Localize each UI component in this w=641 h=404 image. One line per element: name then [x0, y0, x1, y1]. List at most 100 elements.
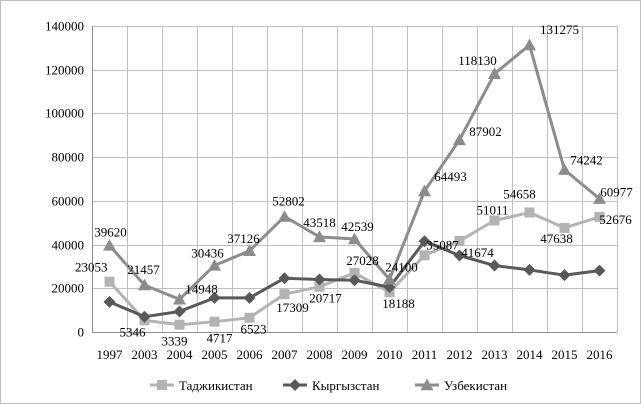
- data-point: [138, 310, 151, 323]
- series-3: [103, 38, 606, 305]
- legend-item: Таджикистан: [150, 378, 253, 393]
- x-tick-label: 2012: [447, 347, 473, 362]
- x-tick-label: 1997: [97, 347, 124, 362]
- y-axis-ticks: 0 20000 40000 60000 80000 100000 120000 140000: [45, 19, 84, 340]
- data-point: [173, 305, 186, 318]
- data-point: [593, 264, 606, 277]
- y-tick-label: 40000: [52, 238, 85, 253]
- data-point: [593, 192, 606, 204]
- x-tick-label: 2015: [552, 347, 578, 362]
- legend-item: Узбекистан: [415, 378, 507, 393]
- data-point: [208, 258, 221, 271]
- y-tick-label: 20000: [52, 281, 85, 296]
- data-point: [559, 222, 570, 233]
- data-label: 14948: [185, 281, 218, 296]
- x-tick-label: 2009: [342, 347, 368, 362]
- data-point: [453, 133, 466, 146]
- data-point: [523, 38, 536, 51]
- y-tick-label: 60000: [52, 194, 85, 209]
- data-point: [454, 235, 465, 246]
- data-point: [489, 215, 500, 226]
- data-label: 24100: [385, 259, 418, 274]
- data-label: 74242: [570, 153, 603, 168]
- data-label: 60977: [600, 185, 633, 200]
- legend-label: Узбекистан: [444, 378, 507, 393]
- x-tick-label: 2011: [412, 347, 438, 362]
- data-label: 37126: [227, 231, 260, 246]
- data-label: 54658: [503, 187, 536, 202]
- series-lines: [103, 38, 606, 330]
- data-label: 3339: [162, 334, 188, 349]
- data-label: 42539: [341, 219, 374, 234]
- data-point: [488, 67, 501, 80]
- data-point: [594, 211, 605, 222]
- data-label: 17309: [276, 300, 309, 315]
- data-point: [104, 276, 115, 287]
- data-label: 21457: [127, 262, 160, 277]
- x-tick-label: 2013: [482, 347, 508, 362]
- data-point: [523, 263, 536, 276]
- data-label: 131275: [540, 22, 579, 37]
- legend-marker: [157, 380, 167, 390]
- x-tick-label: 2004: [167, 347, 194, 362]
- data-label: 41674: [461, 245, 494, 260]
- x-tick-label: 2014: [517, 347, 544, 362]
- data-label: 43518: [303, 215, 336, 230]
- y-tick-label: 120000: [45, 63, 84, 78]
- data-label: 23053: [75, 260, 108, 275]
- data-point: [348, 274, 361, 287]
- data-point: [313, 273, 326, 286]
- data-point: [279, 289, 290, 300]
- x-tick-label: 2007: [272, 347, 299, 362]
- data-point: [138, 278, 151, 291]
- data-point: [349, 267, 360, 278]
- data-point: [278, 210, 291, 222]
- legend: Таджикистан Кыргызстан Узбекистан: [150, 378, 507, 393]
- data-label: 52802: [272, 194, 305, 209]
- x-axis-ticks: 1997 2003 2004 2005 2006 2007 2008 2009 2010 2011…: [97, 347, 614, 362]
- x-tick-label: 2016: [587, 347, 614, 362]
- data-label: 39620: [94, 224, 127, 239]
- data-label: 6523: [241, 322, 267, 337]
- data-point: [278, 272, 291, 285]
- data-label: 51011: [476, 203, 508, 218]
- legend-label: Таджикистан: [179, 378, 253, 393]
- data-label: 20717: [309, 291, 342, 306]
- series-2: [103, 235, 606, 323]
- data-point: [453, 249, 466, 262]
- legend-marker: [420, 378, 434, 391]
- y-tick-label: 100000: [45, 106, 84, 121]
- x-tick-label: 2005: [202, 347, 228, 362]
- data-label: 118130: [458, 53, 497, 68]
- legend-marker: [289, 379, 301, 391]
- data-label: 87902: [469, 124, 502, 139]
- data-point: [418, 235, 431, 248]
- data-point: [103, 238, 116, 251]
- data-label: 27028: [346, 253, 379, 268]
- x-tick-label: 2006: [237, 347, 264, 362]
- legend-label: Кыргызстан: [312, 378, 379, 393]
- gridlines: [92, 26, 618, 333]
- data-point: [418, 184, 431, 197]
- data-label: 30436: [191, 245, 224, 260]
- x-tick-label: 2003: [132, 347, 158, 362]
- x-tick-label: 2008: [307, 347, 333, 362]
- data-point: [524, 207, 535, 218]
- y-tick-label: 80000: [52, 150, 85, 165]
- data-point: [314, 281, 325, 292]
- data-label: 52676: [599, 212, 632, 227]
- data-point: [488, 259, 501, 272]
- data-label: 4717: [207, 331, 234, 346]
- x-tick-label: 2010: [377, 347, 403, 362]
- data-point: [348, 232, 361, 245]
- data-point: [558, 269, 571, 282]
- data-label: 47638: [540, 231, 573, 246]
- data-label: 5346: [120, 324, 147, 339]
- data-point: [103, 295, 116, 308]
- data-label: 35087: [426, 237, 459, 252]
- data-point: [244, 312, 255, 323]
- data-label: 18188: [382, 296, 415, 311]
- data-point: [174, 319, 185, 330]
- data-point: [383, 272, 396, 285]
